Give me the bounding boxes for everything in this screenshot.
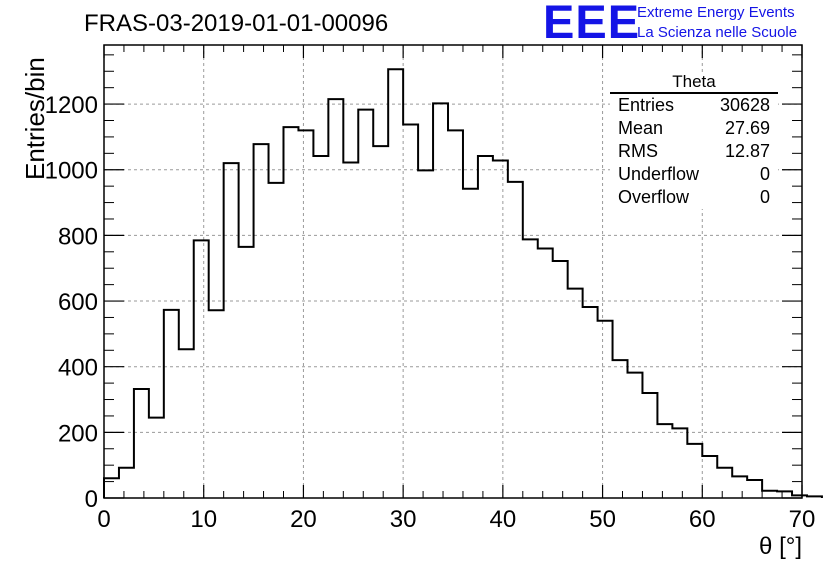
histogram-bin (642, 393, 657, 498)
histogram-bin (224, 163, 239, 498)
histogram-bin (508, 182, 523, 498)
histogram-bin (478, 156, 493, 498)
histogram-bin (523, 239, 538, 498)
histogram-bin (358, 110, 373, 498)
x-tick-label: 30 (390, 506, 417, 533)
histogram-bin (583, 307, 598, 498)
histogram-bin (239, 247, 254, 498)
x-axis-label: θ [°] (759, 533, 802, 560)
stats-value: 30628 (719, 95, 770, 115)
stats-label: Entries (618, 95, 675, 115)
histogram-bin (613, 360, 628, 498)
y-tick-label: 200 (58, 420, 98, 447)
stats-row-entries: Entries 30628 (610, 94, 778, 117)
histogram-bin (343, 163, 358, 498)
histogram-bin (672, 428, 687, 498)
stats-box: Theta Entries 30628 Mean 27.69 RMS 12.87… (610, 72, 778, 209)
stats-label: Mean (618, 118, 664, 138)
histogram-bin (119, 468, 134, 498)
y-tick-label: 800 (58, 223, 98, 250)
logo-line-1: Extreme Energy Events (637, 4, 795, 21)
histogram-bin (254, 144, 269, 498)
y-tick-label: 1200 (45, 92, 98, 119)
x-tick-label: 0 (97, 506, 110, 533)
histogram-bin (747, 480, 762, 498)
x-tick-label: 50 (589, 506, 616, 533)
histogram-bin (553, 261, 568, 498)
chart-title: FRAS-03-2019-01-01-00096 (84, 10, 389, 37)
axis-tick-labels: 0 10 20 30 40 50 60 70 0 200 400 600 800 1000 1200 (45, 92, 816, 533)
logo-line-2: La Scienza nelle Scuole (637, 24, 798, 41)
x-tick-label: 70 (789, 506, 816, 533)
histogram-bin (702, 456, 717, 498)
histogram-bin (373, 146, 388, 498)
histogram-bin (717, 468, 732, 498)
histogram-bin (328, 99, 343, 498)
histogram-bin (269, 183, 284, 498)
eee-logo: EEE (543, 0, 641, 48)
y-tick-label: 400 (58, 355, 98, 382)
histogram-bin (568, 289, 583, 498)
histogram-bin (687, 444, 702, 498)
stats-value: 0 (759, 164, 770, 184)
x-tick-label: 40 (490, 506, 517, 533)
histogram-bin (179, 349, 194, 498)
y-tick-label: 0 (85, 486, 98, 513)
plot-frame (103, 44, 803, 499)
stats-value: 0 (759, 187, 770, 207)
y-axis-label: Entries/bin (20, 57, 50, 180)
histogram-bin (762, 491, 777, 498)
histogram-series (103, 68, 823, 498)
stats-row-underflow: Underflow 0 (610, 163, 778, 186)
x-tick-label: 60 (689, 506, 716, 533)
stats-value: 12.87 (724, 141, 770, 161)
stats-label: Overflow (618, 187, 690, 207)
histogram-bin (628, 373, 643, 498)
y-tick-label: 1000 (45, 158, 98, 185)
histogram-bin (313, 156, 328, 498)
y-tick-label: 600 (58, 289, 98, 316)
histogram-bin (538, 249, 553, 498)
stats-value: 27.69 (724, 118, 770, 138)
stats-label: RMS (618, 141, 658, 161)
histogram-bin (448, 130, 463, 498)
histogram-bin (598, 321, 613, 498)
histogram-bin (149, 418, 164, 498)
histogram-bin (732, 476, 747, 498)
stats-row-overflow: Overflow 0 (610, 186, 778, 209)
histogram-bin (194, 240, 209, 498)
histogram-bin (298, 130, 313, 498)
x-tick-label: 20 (290, 506, 317, 533)
histogram-bin (209, 310, 224, 498)
grid-lines (104, 45, 802, 498)
histogram-bin (657, 424, 672, 498)
x-tick-label: 10 (190, 506, 217, 533)
histogram-bin (493, 161, 508, 498)
histogram-bin (134, 389, 149, 498)
stats-label: Underflow (618, 164, 700, 184)
stats-row-mean: Mean 27.69 (610, 117, 778, 140)
histogram-bin (418, 170, 433, 498)
histogram-bin (164, 310, 179, 498)
stats-title: Theta (610, 72, 778, 94)
histogram-bin (403, 124, 418, 498)
histogram-bin (388, 69, 403, 498)
stats-row-rms: RMS 12.87 (610, 140, 778, 163)
histogram-bin (283, 127, 298, 498)
